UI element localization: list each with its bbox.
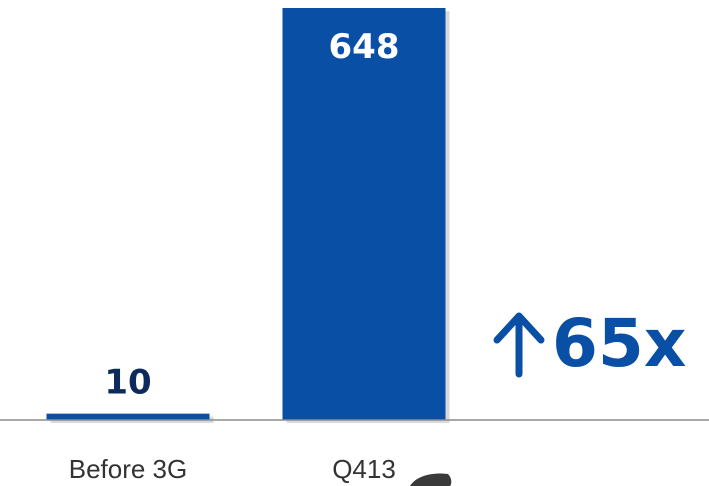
decorative-shape bbox=[410, 473, 452, 486]
bar-q413 bbox=[282, 8, 446, 420]
growth-multiplier-label: 65x bbox=[552, 305, 686, 382]
data-label: 648 bbox=[329, 27, 400, 67]
bars-layer bbox=[46, 8, 450, 423]
data-label: 10 bbox=[104, 363, 151, 403]
x-tick-label: Q413 bbox=[332, 454, 396, 484]
arrow-up-icon bbox=[493, 312, 545, 378]
labels-layer: 10 Before 3G 648 Q413 bbox=[69, 27, 400, 484]
x-tick-label: Before 3G bbox=[69, 454, 188, 484]
growth-annotation: 65x bbox=[493, 305, 686, 382]
bar-before-3g bbox=[46, 413, 210, 420]
